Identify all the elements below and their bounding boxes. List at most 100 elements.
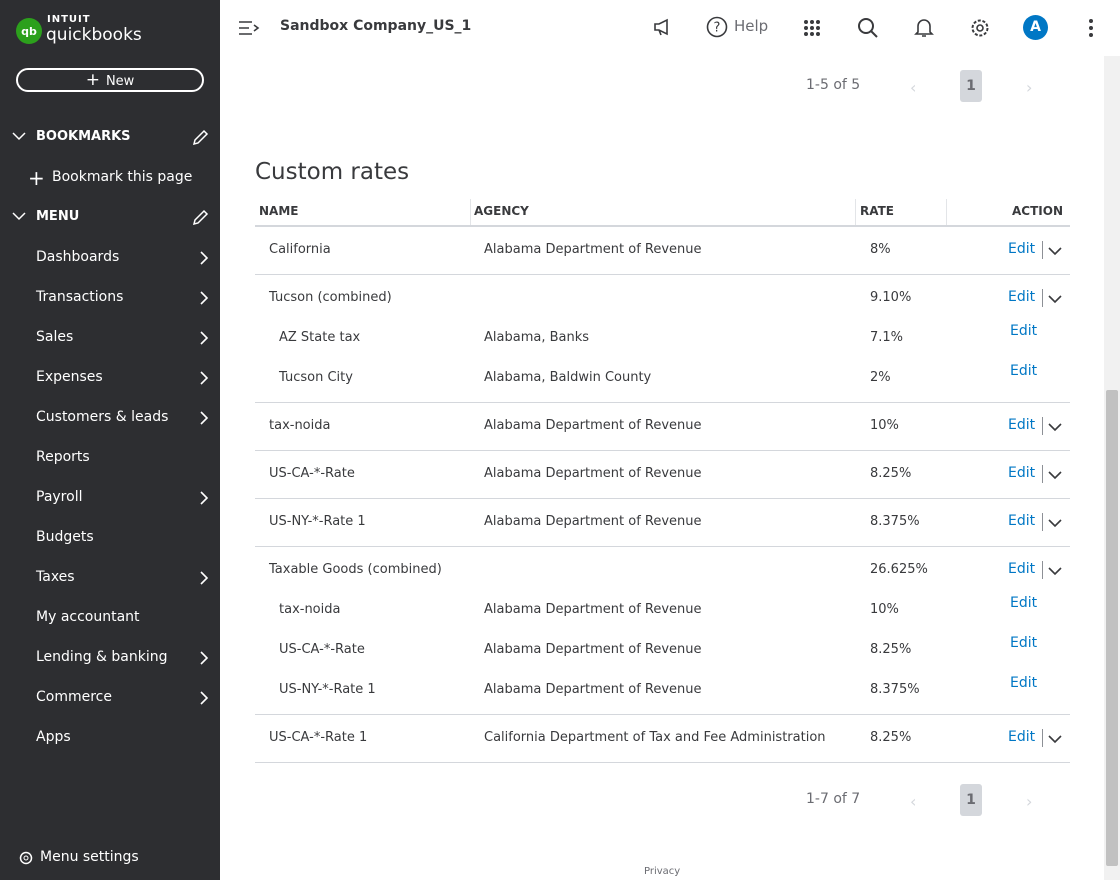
menu-item[interactable]: Apps — [36, 729, 71, 745]
expand-button[interactable] — [1048, 515, 1062, 534]
rate-agency: Alabama Department of Revenue — [484, 466, 702, 481]
row-divider — [255, 546, 1070, 547]
menu-arrow — [197, 490, 211, 509]
edit-icon[interactable] — [191, 209, 209, 227]
edit-icon[interactable] — [191, 129, 209, 147]
edit-link[interactable]: Edit — [1008, 417, 1036, 433]
rate-name: US-CA-*-Rate — [269, 466, 355, 481]
bookmarks-heading[interactable]: BOOKMARKS — [36, 129, 131, 144]
menu-heading[interactable]: MENU — [36, 209, 80, 224]
section-title: Custom rates — [255, 159, 410, 185]
rate-value: 8.25% — [870, 642, 912, 657]
menu-item[interactable]: My accountant — [36, 609, 140, 625]
rate-value: 8.25% — [870, 730, 912, 745]
edit-link[interactable]: Edit — [1008, 561, 1036, 577]
column-separator — [470, 199, 471, 225]
scrollbar-thumb[interactable] — [1106, 390, 1118, 866]
next-page: › — [1026, 792, 1033, 811]
action-divider — [1042, 241, 1043, 259]
menu-item[interactable]: Dashboards — [36, 249, 120, 265]
announce-icon[interactable] — [652, 17, 672, 37]
expand-button[interactable] — [1048, 467, 1062, 486]
edit-link[interactable]: Edit — [1010, 635, 1038, 651]
expand-button[interactable] — [1048, 291, 1062, 310]
search-icon[interactable] — [857, 17, 879, 39]
rate-name: tax-noida — [279, 602, 341, 617]
pagination-range: 1-7 of 7 — [806, 791, 861, 807]
rate-value: 8.375% — [870, 514, 920, 529]
expand-button[interactable] — [1048, 731, 1062, 750]
avatar[interactable]: A — [1023, 15, 1048, 40]
more-icon[interactable] — [1088, 18, 1094, 38]
privacy-link[interactable]: Privacy — [644, 866, 681, 877]
rate-name: AZ State tax — [279, 330, 361, 345]
menu-item[interactable]: Customers & leads — [36, 409, 169, 425]
logo: quickbooks — [46, 25, 142, 45]
company-name: Sandbox Company_US_1 — [280, 18, 472, 34]
edit-link[interactable]: Edit — [1010, 323, 1038, 339]
row-divider — [255, 714, 1070, 715]
menu-settings[interactable]: Menu settings — [40, 849, 139, 865]
svg-text:?: ? — [714, 21, 721, 36]
edit-link[interactable]: Edit — [1008, 289, 1036, 305]
edit-link[interactable]: Edit — [1010, 363, 1038, 379]
rate-name: US-NY-*-Rate 1 — [279, 682, 376, 697]
chevron — [12, 132, 26, 141]
edit-link[interactable]: Edit — [1008, 513, 1036, 529]
bookmark-page[interactable]: Bookmark this page — [52, 169, 193, 185]
menu-item[interactable]: Taxes — [36, 569, 75, 585]
rate-value: 26.625% — [870, 562, 928, 577]
settings-icon — [19, 851, 33, 865]
rate-value: 10% — [870, 602, 899, 617]
rate-name: US-CA-*-Rate 1 — [269, 730, 368, 745]
menu-item[interactable]: Sales — [36, 329, 74, 345]
svg-text:qb: qb — [21, 25, 37, 38]
topbar: Sandbox Company_US_1 ? Help A — [220, 0, 1104, 56]
expand-button[interactable] — [1048, 419, 1062, 438]
row-divider — [255, 498, 1070, 499]
action-divider — [1042, 513, 1043, 531]
pagination-range: 1-5 of 5 — [806, 77, 861, 93]
menu-item[interactable]: Budgets — [36, 529, 94, 545]
page-number[interactable]: 1 — [960, 70, 982, 102]
rate-name: US-NY-*-Rate 1 — [269, 514, 366, 529]
rate-agency: Alabama Department of Revenue — [484, 682, 702, 697]
menu-arrow — [197, 410, 211, 429]
edit-link[interactable]: Edit — [1010, 595, 1038, 611]
menu-item[interactable]: Commerce — [36, 689, 112, 705]
gear-icon[interactable] — [969, 17, 991, 39]
apps-icon[interactable] — [803, 19, 821, 37]
menu-arrow — [197, 570, 211, 589]
expand-button[interactable] — [1048, 243, 1062, 262]
edit-link[interactable]: Edit — [1008, 465, 1036, 481]
new-label: New — [105, 74, 135, 89]
menu-item[interactable]: Reports — [36, 449, 90, 465]
collapse-icon[interactable] — [238, 19, 260, 37]
edit-link[interactable]: Edit — [1008, 729, 1036, 745]
help-icon[interactable]: ? — [706, 16, 728, 38]
action-divider — [1042, 561, 1043, 579]
column-header: AGENCY — [474, 204, 529, 218]
expand-button[interactable] — [1048, 563, 1062, 582]
prev-page: ‹ — [910, 78, 917, 97]
header-rule — [255, 225, 1070, 227]
menu-item[interactable]: Transactions — [36, 289, 124, 305]
row-divider — [255, 402, 1070, 403]
row-divider — [255, 762, 1070, 763]
menu-item[interactable]: Expenses — [36, 369, 103, 385]
page-number[interactable]: 1 — [960, 784, 982, 816]
menu-item[interactable]: Lending & banking — [36, 649, 168, 665]
rate-name: Tucson City — [279, 370, 353, 385]
edit-link[interactable]: Edit — [1008, 241, 1036, 257]
rate-value: 8% — [870, 242, 891, 257]
bell-icon[interactable] — [914, 17, 934, 39]
rate-name: tax-noida — [269, 418, 331, 433]
help-label[interactable]: Help — [734, 17, 769, 35]
menu-item[interactable]: Payroll — [36, 489, 83, 505]
next-page: › — [1026, 78, 1033, 97]
new-button[interactable]: + New — [16, 68, 204, 92]
edit-link[interactable]: Edit — [1010, 675, 1038, 691]
menu-arrow — [197, 290, 211, 309]
column-header: NAME — [259, 204, 299, 218]
